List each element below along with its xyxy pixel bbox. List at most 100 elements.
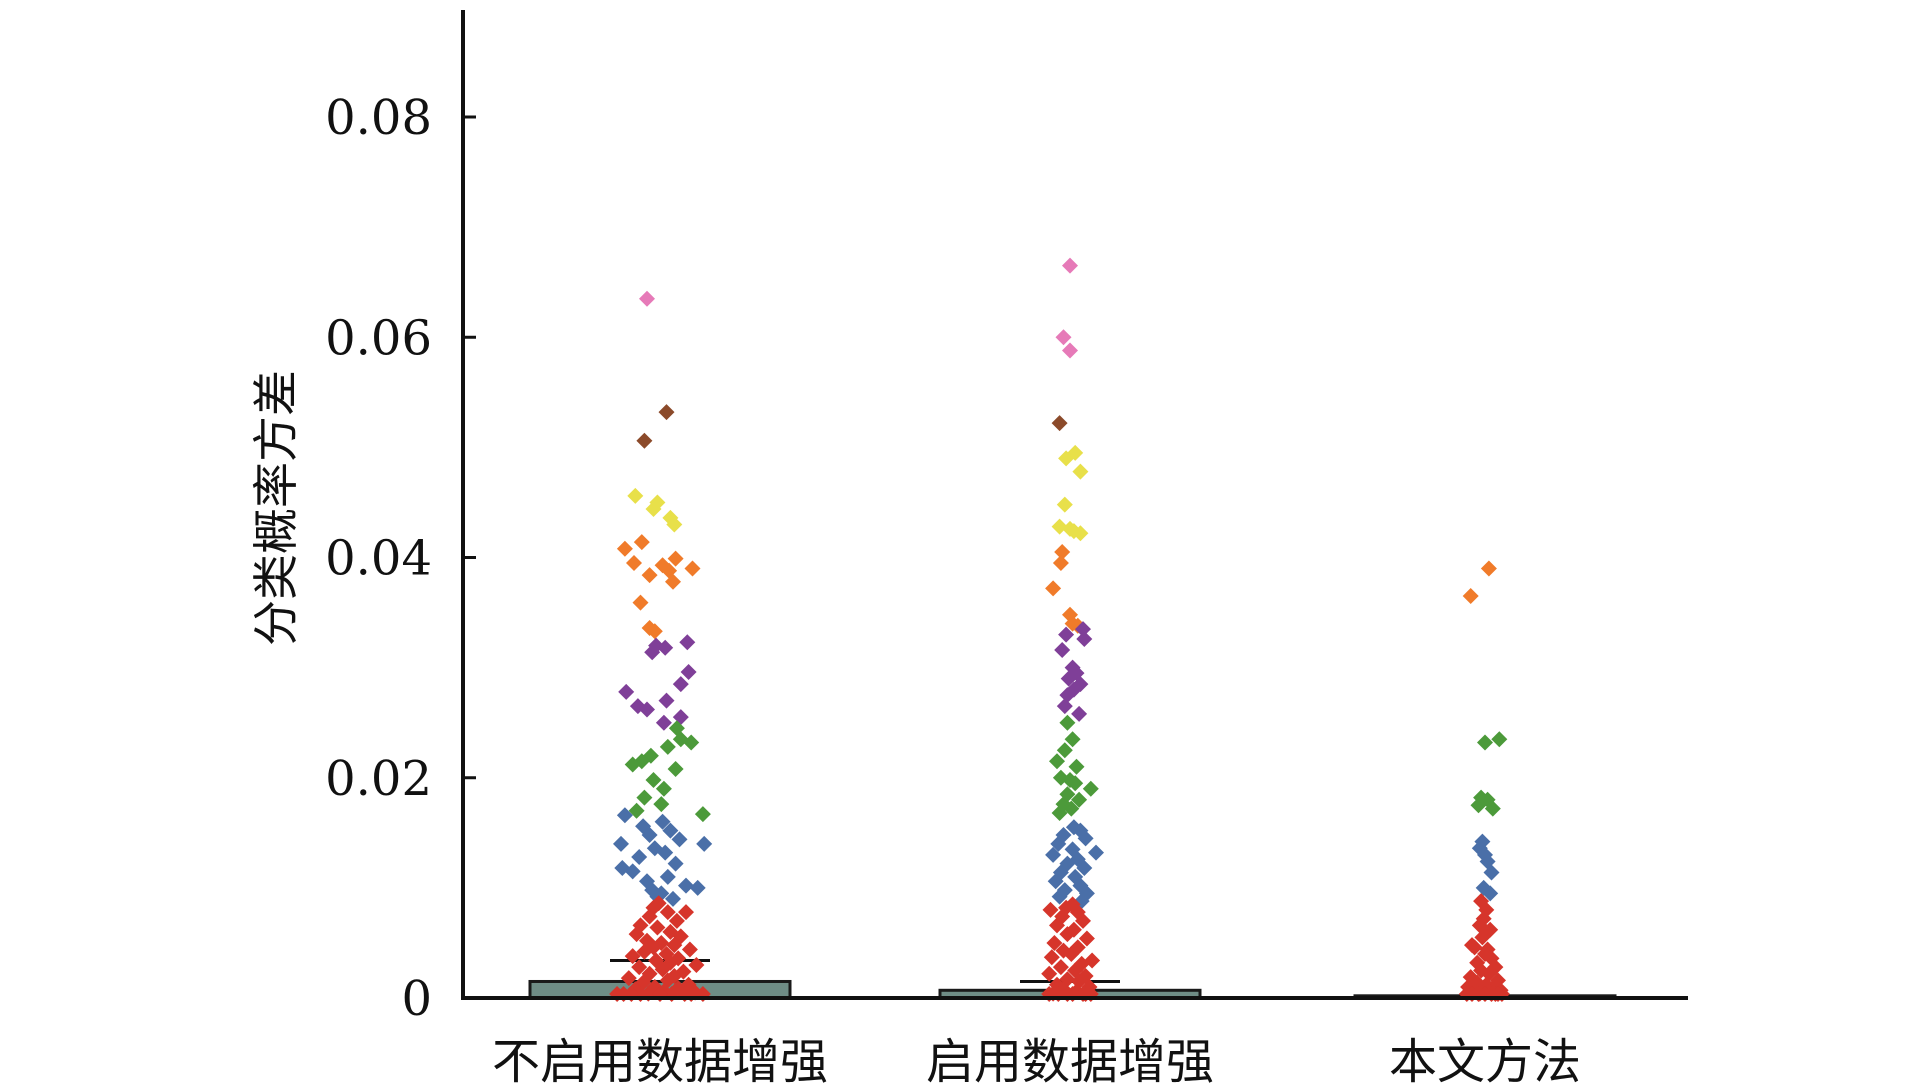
data-point-marker: [1064, 731, 1081, 748]
data-point-marker: [641, 567, 658, 584]
data-point-marker: [678, 877, 694, 894]
data-point-marker: [1082, 780, 1099, 797]
data-point-marker: [649, 919, 666, 936]
data-point-marker: [1055, 329, 1072, 346]
data-point-marker: [1054, 543, 1071, 560]
data-point-marker: [1046, 934, 1063, 951]
x-category-labels: 不启用数据增强 启用数据增强 本文方法: [492, 1034, 1581, 1087]
y-ticks: 0 0.02 0.04 0.06 0.08: [325, 90, 476, 1027]
data-point-marker: [616, 807, 633, 824]
x-category-label: 本文方法: [1389, 1034, 1581, 1087]
data-point-marker: [1466, 939, 1483, 956]
data-point-marker: [1076, 860, 1093, 877]
data-point-marker: [627, 487, 644, 504]
data-point-marker: [654, 813, 671, 830]
data-point-marker: [1088, 844, 1104, 861]
data-point-marker: [1076, 630, 1093, 647]
data-point-marker: [1049, 753, 1065, 770]
data-point-marker: [1484, 800, 1501, 817]
data-point-marker: [684, 560, 701, 577]
data-point-marker: [668, 912, 685, 929]
data-point-marker: [641, 827, 658, 844]
data-point-marker: [624, 756, 641, 773]
data-point-marker: [1056, 698, 1073, 715]
data-point-marker: [1075, 912, 1091, 929]
data-point-marker: [1462, 588, 1479, 605]
data-point-marker: [659, 738, 676, 755]
y-tick-label: 0.02: [325, 751, 432, 807]
data-point-marker: [1047, 873, 1064, 890]
data-point-marker: [654, 961, 671, 978]
data-point-marker: [1051, 415, 1068, 432]
data-point-marker: [645, 501, 662, 518]
data-point-marker: [633, 534, 650, 551]
data-point-marker: [1062, 342, 1078, 359]
data-point-marker: [1077, 830, 1094, 847]
data-point-marker: [628, 802, 645, 819]
data-point-marker: [631, 959, 648, 976]
data-point-marker: [1067, 775, 1084, 792]
data-point-marker: [1042, 901, 1059, 918]
data-point-marker: [1059, 714, 1076, 731]
y-tick-label: 0.08: [325, 90, 432, 146]
data-point-marker: [620, 970, 637, 987]
data-point-marker: [1050, 835, 1067, 852]
data-point-marker: [1068, 758, 1085, 775]
data-point-marker: [1483, 864, 1500, 881]
data-point-marker: [1059, 687, 1076, 704]
data-point-marker: [1072, 463, 1089, 480]
data-point-marker: [1052, 555, 1069, 572]
data-point-marker: [1056, 742, 1073, 759]
data-point-marker: [1470, 797, 1487, 814]
data-point-marker: [659, 904, 676, 921]
data-point-marker: [1059, 926, 1076, 943]
data-point-marker: [618, 683, 635, 700]
data-point-marker: [639, 701, 655, 718]
data-point-marker: [657, 844, 674, 861]
data-point-marker: [683, 734, 700, 751]
data-point-marker: [696, 835, 713, 852]
data-point-marker: [1054, 642, 1071, 659]
data-point-marker: [1482, 885, 1499, 902]
data-point-marker: [1075, 621, 1091, 638]
data-point-marker: [616, 540, 633, 557]
data-point-marker: [1058, 450, 1075, 467]
data-point-marker: [667, 550, 684, 567]
data-point-marker: [624, 863, 641, 880]
data-point-marker: [688, 956, 705, 973]
data-point-marker: [1060, 670, 1077, 687]
data-point-marker: [641, 908, 658, 925]
data-point-marker: [689, 879, 706, 896]
data-point-marker: [639, 290, 655, 307]
data-point-marker: [655, 714, 672, 731]
data-point-marker: [681, 941, 698, 958]
data-point-marker: [631, 849, 648, 866]
data-point-marker: [671, 831, 688, 848]
data-point-marker: [667, 855, 684, 872]
data-point-marker: [632, 594, 649, 611]
data-point-marker: [1051, 518, 1068, 535]
data-point-marker: [672, 676, 689, 693]
data-point-marker: [662, 822, 679, 839]
data-point-marker: [644, 644, 661, 661]
data-point-marker: [653, 796, 670, 813]
data-point-marker: [665, 890, 681, 907]
data-point-marker: [666, 516, 683, 533]
data-point-marker: [694, 806, 711, 823]
data-point-marker: [1477, 734, 1493, 751]
data-point-marker: [646, 623, 663, 640]
data-point-marker: [1063, 945, 1080, 962]
y-tick-label: 0.06: [325, 310, 432, 366]
data-point-marker: [1491, 731, 1508, 748]
data-point-marker: [1058, 626, 1075, 643]
data-point-marker: [655, 780, 672, 797]
data-point-marker: [1071, 705, 1088, 722]
data-point-marker: [1062, 257, 1078, 274]
data-point-marker: [658, 404, 675, 421]
data-point-marker: [1480, 560, 1497, 577]
x-category-label: 启用数据增强: [926, 1034, 1214, 1087]
data-point-marker: [636, 432, 653, 449]
data-point-marker: [1071, 791, 1088, 808]
data-point-marker: [1063, 800, 1080, 817]
